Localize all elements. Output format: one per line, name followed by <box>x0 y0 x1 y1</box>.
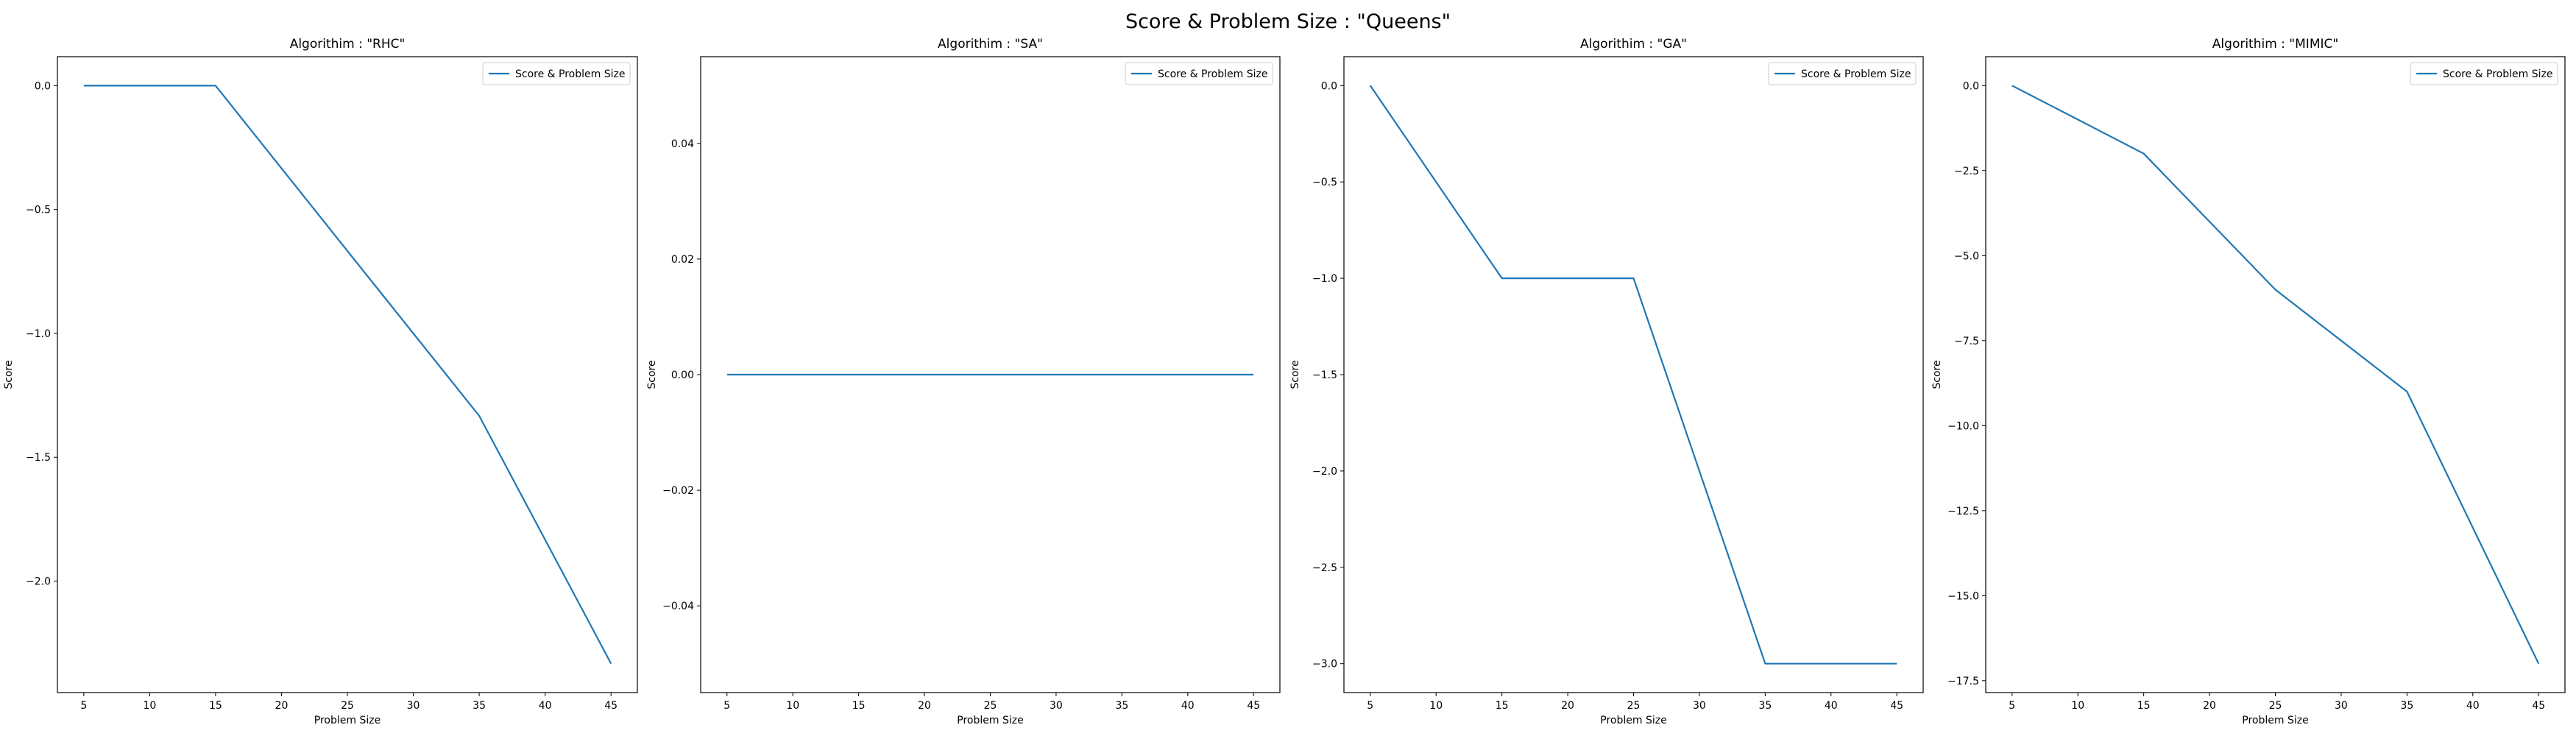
legend-box <box>1125 62 1273 85</box>
subplot-title: Algorithim : "SA" <box>938 37 1043 52</box>
x-tick-label: 15 <box>1496 700 1509 712</box>
x-tick-label: 10 <box>786 700 799 712</box>
y-tick-label: −0.5 <box>26 205 51 216</box>
x-axis-label: Problem Size <box>957 715 1023 726</box>
x-tick-label: 30 <box>1693 700 1706 712</box>
y-tick-label: −1.5 <box>26 452 51 464</box>
x-tick-label: 40 <box>2466 700 2480 712</box>
legend-label: Score & Problem Size <box>515 68 625 80</box>
x-tick-label: 20 <box>275 700 289 712</box>
y-axis-label: Score <box>646 360 658 389</box>
subplot-2: Algorithim : "SA" 5 10 15 20 25 30 35 40 45 0.04 0.… <box>646 37 1281 726</box>
y-tick-label: −5.0 <box>1954 250 1979 262</box>
y-tick-label: −7.5 <box>1954 336 1979 347</box>
legend: Score & Problem Size <box>1768 62 1917 85</box>
legend-box <box>2410 62 2558 85</box>
x-axis-label: Problem Size <box>1600 715 1666 726</box>
subplots: Algorithim : "RHC" 5 10 15 20 25 30 35 40 45 0.0 −0… <box>3 37 2566 726</box>
x-axis-label: Problem Size <box>2242 715 2308 726</box>
figure-title: Score & Problem Size : "Queens" <box>1125 10 1451 33</box>
y-tick-label: −0.02 <box>662 485 694 497</box>
axes-frame <box>1985 56 2566 693</box>
y-tick-label: 0.0 <box>35 80 51 92</box>
x-tick-label: 20 <box>918 700 931 712</box>
x-tick-label: 20 <box>2203 700 2216 712</box>
series-line <box>83 85 612 665</box>
legend-label: Score & Problem Size <box>1801 68 1911 80</box>
x-tick-label: 10 <box>1429 700 1443 712</box>
axes-frame <box>1343 56 1924 693</box>
series-line <box>1369 85 1897 665</box>
y-axis-label: Score <box>3 360 15 389</box>
x-tick-label: 10 <box>143 700 156 712</box>
y-tick-label: 0.0 <box>1963 80 1979 92</box>
subplot-title: Algorithim : "MIMIC" <box>2212 37 2338 52</box>
x-tick-label: 5 <box>723 700 730 712</box>
x-tick-label: 40 <box>1181 700 1195 712</box>
y-tick-label: 0.0 <box>1321 80 1337 92</box>
x-tick-label: 25 <box>984 700 997 712</box>
y-tick-label: −1.0 <box>1312 273 1337 285</box>
series-line <box>2011 85 2540 665</box>
legend-box <box>1768 62 1917 85</box>
x-tick-label: 25 <box>1627 700 1641 712</box>
x-tick-label: 40 <box>539 700 552 712</box>
y-tick-label: −3.0 <box>1312 659 1337 670</box>
y-tick-label: −2.0 <box>1312 466 1337 478</box>
x-tick-label: 35 <box>2400 700 2413 712</box>
x-tick-label: 25 <box>2269 700 2282 712</box>
y-tick-label: 0.04 <box>671 138 694 150</box>
y-tick-label: 0.02 <box>671 254 694 266</box>
legend: Score & Problem Size <box>1125 62 1273 85</box>
legend-label: Score & Problem Size <box>2443 68 2552 80</box>
subplot-4: Algorithim : "MIMIC" 5 10 15 20 25 30 35 40 45 0.0… <box>1931 37 2566 726</box>
y-tick-label: −1.0 <box>26 328 51 340</box>
legend-box <box>482 62 631 85</box>
y-tick-label: −0.04 <box>662 601 694 612</box>
y-tick-label: −1.5 <box>1312 369 1337 381</box>
y-tick-label: −2.0 <box>26 576 51 588</box>
x-tick-label: 5 <box>1367 700 1373 712</box>
legend-label: Score & Problem Size <box>1158 68 1267 80</box>
x-tick-label: 30 <box>2335 700 2348 712</box>
subplot-3: Algorithim : "GA" 5 10 15 20 25 30 35 40 45 0.0 −0.… <box>1289 37 1924 726</box>
x-tick-label: 15 <box>209 700 222 712</box>
x-tick-label: 30 <box>1050 700 1063 712</box>
x-tick-label: 35 <box>1758 700 1772 712</box>
x-axis-label: Problem Size <box>314 715 381 726</box>
y-tick-label: −17.5 <box>1947 676 1979 687</box>
y-tick-label: −15.0 <box>1947 590 1979 602</box>
y-tick-label: 0.00 <box>671 369 694 381</box>
legend: Score & Problem Size <box>2410 62 2558 85</box>
x-tick-label: 5 <box>2009 700 2015 712</box>
axes-frame <box>57 56 638 693</box>
y-tick-label: −2.5 <box>1312 562 1337 574</box>
x-tick-label: 15 <box>852 700 866 712</box>
y-tick-label: −2.5 <box>1954 166 1979 177</box>
x-tick-label: 20 <box>1561 700 1574 712</box>
y-axis-label: Score <box>1289 360 1301 389</box>
legend: Score & Problem Size <box>482 62 631 85</box>
x-tick-label: 45 <box>604 700 618 712</box>
subplot-1: Algorithim : "RHC" 5 10 15 20 25 30 35 40 45 0.0 −0… <box>3 37 638 726</box>
y-tick-label: −10.0 <box>1947 420 1979 432</box>
x-tick-label: 15 <box>2137 700 2151 712</box>
x-tick-label: 35 <box>473 700 486 712</box>
x-tick-label: 30 <box>407 700 420 712</box>
x-tick-label: 40 <box>1825 700 1838 712</box>
subplot-title: Algorithim : "GA" <box>1580 37 1687 52</box>
x-tick-label: 10 <box>2071 700 2084 712</box>
y-tick-label: −0.5 <box>1312 177 1337 188</box>
x-tick-label: 45 <box>1247 700 1260 712</box>
y-tick-label: −12.5 <box>1947 506 1979 517</box>
x-tick-label: 45 <box>2532 700 2545 712</box>
x-tick-label: 25 <box>341 700 354 712</box>
y-axis-label: Score <box>1931 360 1943 389</box>
subplot-title: Algorithim : "RHC" <box>290 37 406 52</box>
x-tick-label: 45 <box>1890 700 1903 712</box>
x-tick-label: 5 <box>80 700 87 712</box>
x-tick-label: 35 <box>1115 700 1128 712</box>
